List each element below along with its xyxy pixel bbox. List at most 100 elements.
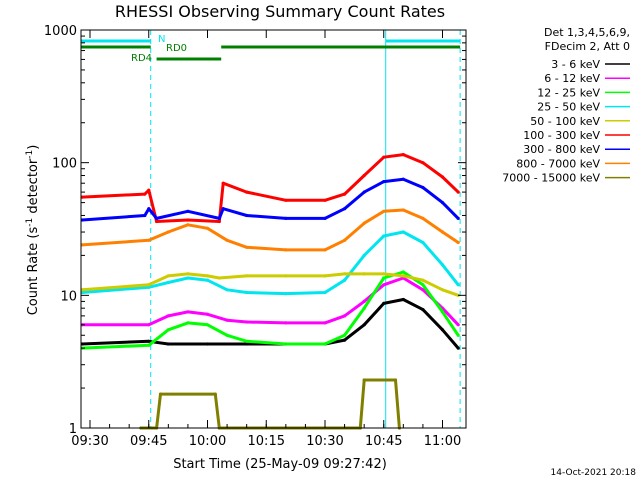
series-point (382, 180, 386, 184)
series-point (284, 198, 288, 202)
series-point (343, 192, 347, 196)
series-point (217, 216, 221, 220)
series-point (401, 297, 405, 302)
series-point (147, 285, 151, 289)
series-point (166, 314, 170, 318)
chart-title: RHESSI Observing Summary Count Rates (115, 2, 445, 21)
series-point (225, 288, 229, 292)
series-point (323, 274, 327, 278)
series-point (245, 190, 249, 194)
series-point (323, 290, 327, 295)
series-point (147, 188, 151, 192)
series-point (401, 208, 405, 212)
series-point (362, 306, 366, 310)
series-point (205, 274, 210, 278)
series-point (205, 323, 210, 327)
series-point (323, 342, 327, 346)
series-line-0 (82, 298, 460, 350)
series-point (158, 392, 163, 396)
series-point (186, 209, 190, 213)
series-point (421, 161, 425, 165)
series-point (213, 392, 217, 396)
series-point (401, 153, 405, 157)
series-point (147, 339, 151, 343)
series-point (343, 314, 347, 318)
x-tick-label: 10:15 (248, 434, 285, 449)
x-tick-label: 10:00 (189, 434, 226, 449)
legend: Det 1,3,4,5,6,9, FDecim 2, Att 0 3 - 6 k… (502, 26, 630, 185)
series-point (166, 280, 170, 285)
series-point (362, 253, 366, 257)
legend-label: 7000 - 15000 keV (502, 172, 600, 185)
x-tick-label: 09:45 (130, 434, 167, 449)
y-axis: 1 10 100 1000 (44, 24, 466, 437)
series-line-4 (82, 272, 459, 297)
series-point (421, 240, 425, 245)
series-point (245, 320, 249, 324)
series-point (401, 177, 405, 181)
series-point (186, 272, 190, 276)
series-point (221, 207, 225, 211)
legend-label: 3 - 6 keV (551, 58, 600, 71)
series-point (393, 378, 398, 382)
series-point (362, 272, 366, 276)
legend-label: 100 - 300 keV (523, 129, 600, 142)
series-point (362, 378, 366, 382)
series-point (205, 278, 210, 282)
series-point (245, 213, 249, 218)
legend-label: 300 - 800 keV (523, 143, 600, 156)
series-point (166, 328, 170, 332)
series-line-7 (82, 208, 460, 252)
series-line-1 (82, 276, 460, 327)
series-point (362, 323, 366, 327)
series-point (440, 328, 445, 332)
x-tick-label: 10:30 (306, 434, 343, 449)
series-point (143, 192, 147, 196)
legend-label: 12 - 25 keV (537, 86, 600, 99)
series-point (456, 323, 460, 327)
series-point (245, 245, 249, 249)
x-axis-label: Start Time (25-May-09 09:27:42) (173, 457, 387, 472)
series-point (456, 283, 460, 287)
series-point (147, 207, 151, 211)
series-point (421, 283, 425, 287)
series-point (166, 342, 170, 346)
series-point (421, 278, 425, 282)
series-point (155, 216, 159, 220)
series-point (143, 213, 147, 218)
x-axis: 09:30 09:45 10:00 10:15 10:30 10:45 11:00 (71, 30, 461, 449)
y-tick-label: 100 (52, 157, 77, 172)
series-point (323, 216, 327, 220)
series-point (284, 216, 288, 220)
legend-label: 6 - 12 keV (544, 72, 600, 85)
flag-label-n: N (158, 34, 165, 45)
series-point (147, 323, 151, 327)
y-tick-label: 1 (69, 422, 77, 437)
footer-date: 14-Oct-2021 20:18 (551, 468, 637, 478)
x-tick-label: 11:00 (424, 434, 461, 449)
series-point (323, 198, 327, 202)
series-line-2 (82, 270, 460, 350)
series-point (456, 216, 460, 220)
series-point (362, 221, 366, 225)
series-line-8 (140, 378, 401, 430)
series-point (205, 342, 210, 346)
series-line-6 (82, 177, 460, 222)
series-point (382, 283, 386, 287)
series-point (205, 312, 210, 316)
series-point (166, 274, 170, 278)
y-tick-label: 1000 (44, 24, 77, 39)
series-point (155, 219, 159, 224)
series-point (401, 270, 405, 274)
plot-frame (80, 29, 467, 429)
series-point (343, 338, 347, 342)
y-tick-label: 10 (60, 289, 77, 304)
series-point (186, 223, 190, 227)
y-axis-label: Count Rate (s-1 detector-1) (25, 145, 41, 316)
series-point (343, 238, 347, 242)
series-point (284, 274, 288, 278)
series-point (440, 175, 445, 179)
series-point (382, 272, 386, 276)
series-point (456, 240, 460, 245)
